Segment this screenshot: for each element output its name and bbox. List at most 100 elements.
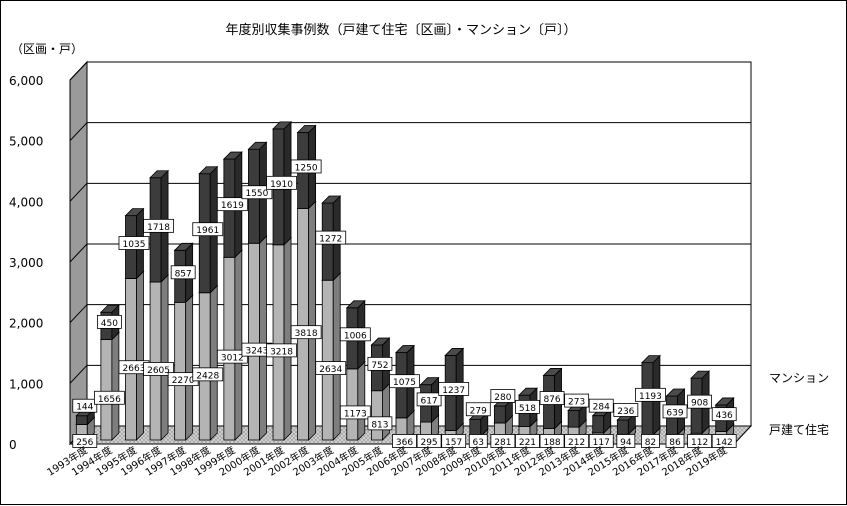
bar-house [222, 249, 243, 441]
gridline-side [69, 364, 88, 384]
y-tick-label: 0 [9, 438, 17, 452]
data-label-mansion: 450 [96, 314, 122, 329]
data-label-mansion: 284 [588, 398, 614, 413]
data-label-mansion: 1193 [635, 387, 666, 402]
svg-text:256: 256 [76, 438, 93, 448]
svg-text:2634: 2634 [319, 365, 342, 375]
svg-text:450: 450 [101, 319, 118, 329]
data-label-house: 188 [539, 434, 565, 448]
svg-text:1075: 1075 [393, 378, 416, 388]
data-label-house: 3818 [290, 325, 322, 339]
data-label-house: 1656 [93, 390, 125, 405]
data-label-mansion: 1910 [266, 175, 297, 190]
data-label-mansion: 876 [539, 391, 565, 405]
data-label-house: 281 [490, 434, 516, 448]
svg-text:273: 273 [568, 398, 585, 408]
data-label-mansion: 1250 [290, 159, 322, 173]
data-label-house: 1173 [339, 405, 371, 419]
svg-text:112: 112 [691, 438, 708, 448]
data-label-mansion: 144 [72, 398, 98, 413]
data-label-mansion: 436 [711, 407, 737, 421]
data-label-mansion: 279 [465, 402, 491, 416]
data-label-house: 112 [687, 434, 713, 448]
gridline-side [69, 182, 88, 202]
data-label-mansion: 280 [490, 389, 516, 403]
data-label-house: 295 [416, 434, 442, 448]
data-label-house: 2634 [315, 361, 347, 375]
svg-text:1961: 1961 [196, 226, 219, 236]
gridline-side [69, 304, 88, 324]
data-label-house: 221 [515, 434, 540, 448]
svg-text:2663: 2663 [123, 364, 146, 374]
svg-text:117: 117 [593, 438, 610, 448]
data-label-mansion: 1550 [241, 185, 273, 199]
data-label-mansion: 1718 [143, 218, 174, 233]
data-label-house: 2428 [192, 367, 224, 381]
svg-text:86: 86 [669, 438, 681, 448]
svg-text:2428: 2428 [196, 371, 219, 381]
data-label-mansion: 1006 [339, 327, 371, 341]
y-axis-label: （区画・戸） [11, 42, 83, 56]
data-label-house: 86 [665, 434, 685, 448]
data-label-mansion: 1035 [118, 236, 150, 250]
bar-house [173, 294, 194, 441]
data-label-mansion: 752 [367, 356, 393, 371]
y-tick-label: 6,000 [9, 74, 43, 88]
data-label-house: 366 [392, 434, 417, 448]
chart-title: 年度別収集事例数（戸建て住宅〔区画〕・マンション〔戸〕） [225, 22, 576, 38]
y-tick-label: 5,000 [9, 135, 43, 149]
y-tick-label: 4,000 [9, 195, 43, 209]
svg-text:876: 876 [543, 395, 560, 405]
svg-text:1237: 1237 [442, 386, 465, 396]
data-label-mansion: 1961 [192, 222, 224, 236]
svg-text:617: 617 [420, 396, 437, 406]
data-label-house: 3012 [216, 349, 248, 364]
svg-text:221: 221 [519, 438, 536, 448]
svg-text:1656: 1656 [98, 395, 121, 405]
svg-text:752: 752 [371, 361, 388, 371]
svg-text:3218: 3218 [270, 347, 293, 357]
svg-text:63: 63 [473, 438, 484, 448]
data-label-mansion: 908 [687, 394, 713, 409]
bar-house [272, 236, 293, 441]
svg-text:1035: 1035 [123, 240, 146, 250]
gridline-side [69, 61, 88, 81]
bar-house [149, 273, 170, 441]
svg-text:212: 212 [568, 438, 585, 448]
svg-text:1173: 1173 [344, 409, 367, 419]
svg-text:3818: 3818 [295, 329, 318, 339]
svg-text:280: 280 [494, 393, 511, 403]
legend-house: 戸建て住宅 [769, 422, 829, 437]
svg-text:908: 908 [691, 399, 708, 409]
svg-text:1006: 1006 [344, 331, 367, 341]
bar-house [247, 235, 268, 441]
svg-text:94: 94 [620, 438, 632, 448]
data-label-house: 142 [711, 434, 737, 448]
data-label-mansion: 1075 [389, 374, 420, 388]
bar-house [296, 200, 317, 441]
data-label-mansion: 617 [416, 392, 442, 406]
svg-text:366: 366 [396, 438, 413, 448]
data-label-house: 94 [616, 434, 636, 448]
bar-house [124, 270, 145, 441]
data-label-mansion: 857 [170, 265, 196, 279]
svg-text:857: 857 [175, 269, 192, 279]
svg-text:188: 188 [543, 438, 560, 448]
bar-house [99, 331, 120, 441]
data-label-mansion: 518 [515, 399, 540, 414]
bar-house [198, 284, 219, 441]
data-label-mansion: 236 [613, 403, 639, 417]
svg-text:157: 157 [445, 438, 462, 448]
y-tick-label: 1,000 [9, 377, 43, 391]
data-label-mansion: 1272 [315, 230, 347, 245]
svg-text:295: 295 [420, 438, 437, 448]
data-label-house: 117 [588, 434, 614, 448]
data-label-house: 82 [641, 434, 660, 448]
svg-text:1193: 1193 [639, 392, 662, 402]
svg-text:436: 436 [716, 411, 733, 421]
svg-text:236: 236 [617, 407, 634, 417]
data-label-mansion: 273 [564, 393, 590, 408]
data-label-house: 63 [468, 434, 488, 448]
